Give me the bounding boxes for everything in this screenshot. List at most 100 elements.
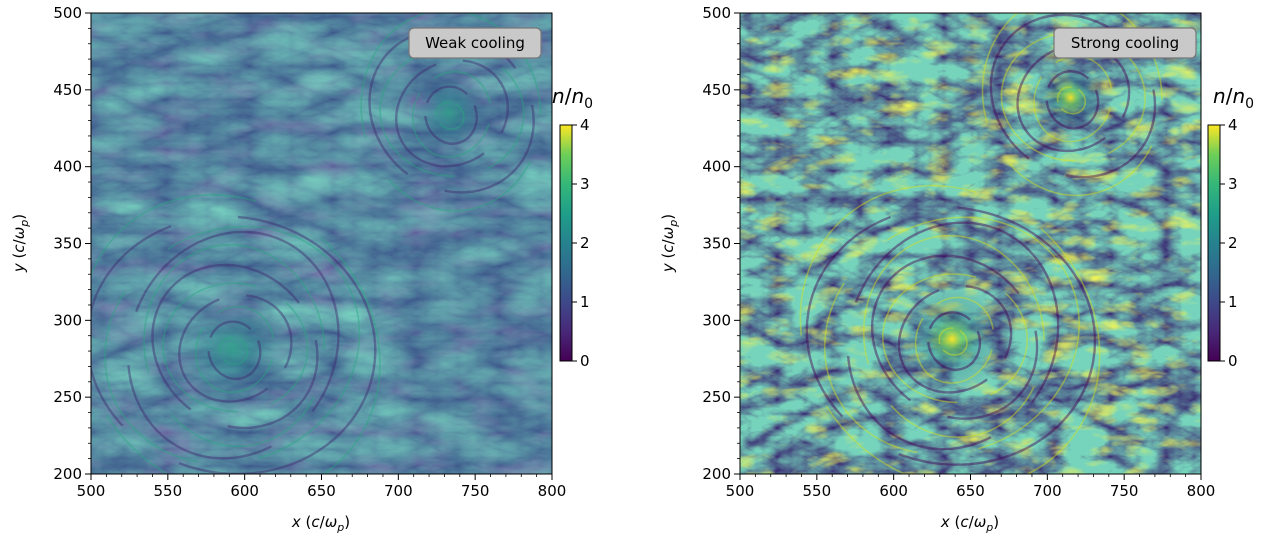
colorbar-tick-label: 0 [580, 352, 590, 370]
density-field [91, 13, 552, 474]
y-tick-label: 450 [53, 81, 82, 99]
colorbar-ticks: 0 1 2 3 4 [1220, 116, 1238, 370]
colorbar-tick-label: 0 [1228, 352, 1238, 370]
x-tick-label: 750 [461, 482, 490, 500]
colorbar-tick-label: 4 [1228, 116, 1238, 134]
x-tick-label: 800 [1187, 482, 1216, 500]
vortex-ring [1016, 43, 1131, 153]
x-tick-label: 650 [307, 482, 336, 500]
vortex-ring [926, 311, 982, 371]
vortex-ring [162, 282, 309, 413]
colorbar-tick-label: 1 [580, 293, 590, 311]
y-tick-label: 350 [53, 235, 82, 253]
annotation-box: Strong cooling [1053, 27, 1197, 59]
colorbar-gradient [559, 124, 573, 362]
y-axis-label: y (c/ωp) [659, 214, 680, 273]
colorbar-tick-label: 1 [1228, 293, 1238, 311]
y-tick-label: 500 [702, 4, 731, 22]
heatmap-panel-weak: 500 550 600 650 700 750 800 200250300350400450… [10, 4, 593, 534]
y-tick-label: 200 [53, 465, 82, 483]
vortex-ring [91, 215, 377, 474]
field-hot-streaks [740, 13, 1201, 474]
x-tick-label: 750 [1110, 482, 1139, 500]
annotation-background [408, 27, 542, 59]
y-tick-label: 350 [702, 235, 731, 253]
x-tick-label: 650 [956, 482, 985, 500]
annotation-background [1053, 27, 1197, 59]
vortex-ring [870, 254, 1039, 420]
vortex-ring [799, 184, 1101, 474]
vortex-ring [126, 230, 340, 460]
vortex-core [409, 72, 490, 153]
vortex-layer [799, 13, 1163, 474]
vortex-ring [881, 273, 1029, 404]
vortex-ring [914, 296, 995, 384]
x-tick-label: 800 [538, 482, 567, 500]
vortex-ring [424, 85, 478, 145]
vortex-ring [178, 294, 293, 403]
colorbar-gradient [1207, 124, 1221, 362]
vortex-ring [104, 225, 361, 465]
vortex-ring [823, 216, 1080, 456]
vortex-ring [360, 13, 542, 212]
vortex-core [1030, 57, 1111, 138]
vortex-ring [143, 244, 326, 448]
vortex-ring [897, 284, 1013, 394]
x-tick-label: 600 [230, 482, 259, 500]
x-tick-label: 600 [879, 482, 908, 500]
vortex-ring [862, 234, 1045, 438]
colorbar-title: n/n0 [552, 84, 593, 112]
colorbar: n/n0 0 1 2 3 4 [1207, 84, 1254, 370]
x-tick-label: 550 [154, 482, 183, 500]
vortex-ring [1056, 86, 1087, 115]
vortex-ring [846, 221, 1060, 451]
vortex-ring [207, 320, 262, 381]
colorbar-tick-label: 2 [580, 234, 590, 252]
colorbar: n/n0 0 1 2 3 4 [552, 84, 593, 370]
heatmap-panel-strong: 500 550 600 650 700 750 800 200250300350400450… [659, 4, 1254, 534]
y-tick-label: 200 [702, 465, 731, 483]
y-axis: 200 250 300 350 400 450 500 [702, 4, 740, 483]
y-tick-label: 400 [53, 158, 82, 176]
vortex-ring [805, 206, 1097, 466]
colorbar-tick-label: 4 [580, 116, 590, 134]
vortex-core [897, 283, 1008, 394]
vortex-ring [195, 305, 275, 394]
x-tick-label: 700 [384, 482, 413, 500]
x-tick-label: 500 [77, 482, 106, 500]
field-bright-filaments [91, 13, 552, 474]
vortex-layer [91, 13, 542, 474]
x-axis: 500 550 600 650 700 750 800 [726, 474, 1216, 500]
vortex-ring [981, 13, 1163, 197]
annotation-text: Strong cooling [1071, 34, 1179, 52]
y-tick-label: 400 [702, 158, 731, 176]
y-axis-label: y (c/ωp) [10, 214, 31, 273]
y-tick-label: 500 [53, 4, 82, 22]
vortex-ring [395, 59, 509, 168]
x-tick-label: 700 [1033, 482, 1062, 500]
vortex-ring [151, 263, 319, 430]
y-tick-label: 250 [702, 388, 731, 406]
density-field [740, 13, 1201, 474]
vortex-ring [91, 194, 381, 474]
y-tick-label: 300 [53, 311, 82, 329]
x-tick-label: 550 [803, 482, 832, 500]
colorbar-title: n/n0 [1213, 84, 1254, 112]
y-tick-label: 250 [53, 388, 82, 406]
vortex-ring [435, 101, 465, 130]
y-tick-label: 450 [702, 81, 731, 99]
colorbar-tick-label: 3 [1228, 175, 1238, 193]
vortex-ring [1045, 70, 1100, 130]
vortex-ring [1033, 55, 1113, 143]
x-axis-label: x (c/ωp) [291, 513, 350, 534]
x-tick-label: 500 [726, 482, 755, 500]
y-axis: 200 250 300 350 400 450 500 [53, 4, 91, 483]
annotation-box: Weak cooling [408, 27, 542, 59]
colorbar-tick-label: 3 [580, 175, 590, 193]
colorbar-tick-label: 2 [1228, 234, 1238, 252]
vortex-ring [938, 327, 968, 356]
vortex-core [177, 292, 288, 403]
y-tick-label: 300 [702, 311, 731, 329]
x-axis-label: x (c/ωp) [940, 513, 999, 534]
